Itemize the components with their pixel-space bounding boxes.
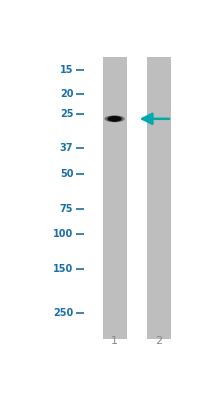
Text: 25: 25 (60, 109, 73, 119)
Text: 100: 100 (53, 229, 73, 239)
Text: 50: 50 (60, 169, 73, 179)
Ellipse shape (111, 117, 117, 121)
Text: 15: 15 (60, 65, 73, 75)
Text: 2: 2 (155, 336, 162, 346)
Ellipse shape (105, 116, 124, 122)
Bar (146, 57, 170, 340)
Ellipse shape (108, 117, 120, 120)
Text: 250: 250 (53, 308, 73, 318)
Text: 150: 150 (53, 264, 73, 274)
Ellipse shape (107, 116, 121, 121)
Text: 20: 20 (60, 90, 73, 100)
Text: 37: 37 (60, 143, 73, 153)
Text: 75: 75 (60, 204, 73, 214)
Ellipse shape (109, 117, 119, 121)
Text: 1: 1 (111, 336, 118, 346)
Bar (102, 57, 126, 340)
